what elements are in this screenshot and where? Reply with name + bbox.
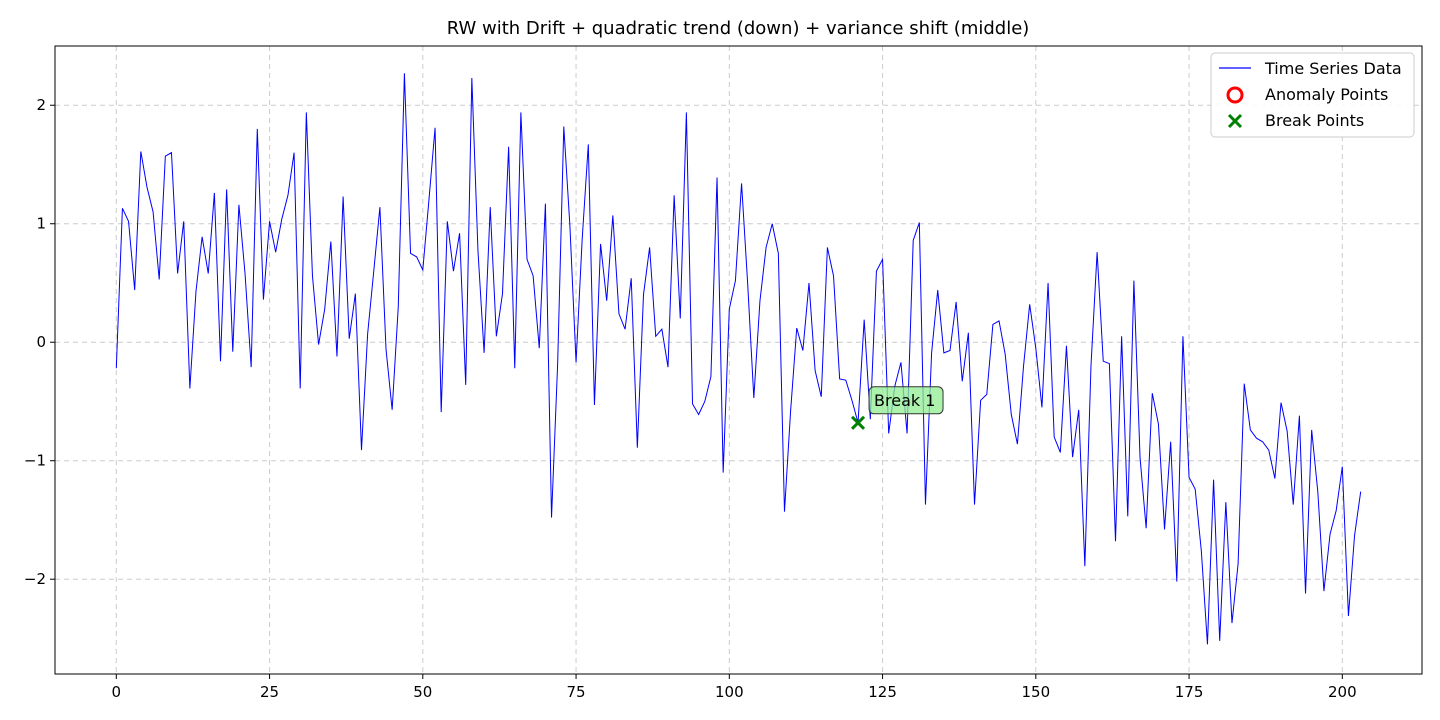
- y-tick-label: 0: [36, 333, 46, 351]
- x-tick-label: 150: [1021, 683, 1050, 701]
- chart-title: RW with Drift + quadratic trend (down) +…: [447, 18, 1030, 39]
- x-tick-label: 75: [567, 683, 586, 701]
- legend-label: Anomaly Points: [1265, 85, 1388, 104]
- y-tick-label: 2: [36, 96, 46, 114]
- x-tick-label: 200: [1328, 683, 1357, 701]
- x-tick-label: 100: [715, 683, 744, 701]
- break-annotation-box: [868, 386, 944, 415]
- legend-marker: [1227, 113, 1243, 129]
- x-tick-label: 0: [112, 683, 122, 701]
- break-points: Break 1: [850, 386, 944, 430]
- break-annotation-label: Break 1: [874, 391, 935, 410]
- series-line-time-series-data: [115, 73, 1362, 645]
- x-tick-label: 50: [413, 683, 432, 701]
- legend: Time Series Data Anomaly Points Break Poin…: [1210, 52, 1415, 138]
- grid-lines: [55, 46, 1422, 674]
- y-tick-label: −2: [24, 570, 46, 588]
- legend-marker: [1226, 86, 1244, 104]
- y-axis-ticks: −2 −1 0 1 2: [24, 96, 55, 588]
- legend-label: Break Points: [1265, 111, 1364, 130]
- y-tick-label: 1: [36, 215, 46, 233]
- plot-background: [55, 46, 1422, 674]
- x-tick-label: 25: [260, 683, 279, 701]
- break-point-marker: [850, 415, 866, 430]
- plot-frame: [54, 45, 1423, 675]
- legend-box: [1210, 52, 1415, 138]
- x-tick-label: 125: [868, 683, 897, 701]
- y-tick-label: −1: [24, 452, 46, 470]
- x-axis-ticks: 0 25 50 75 100 125 150 175 200: [112, 674, 1357, 701]
- x-tick-label: 175: [1175, 683, 1204, 701]
- legend-label: Time Series Data: [1264, 59, 1402, 78]
